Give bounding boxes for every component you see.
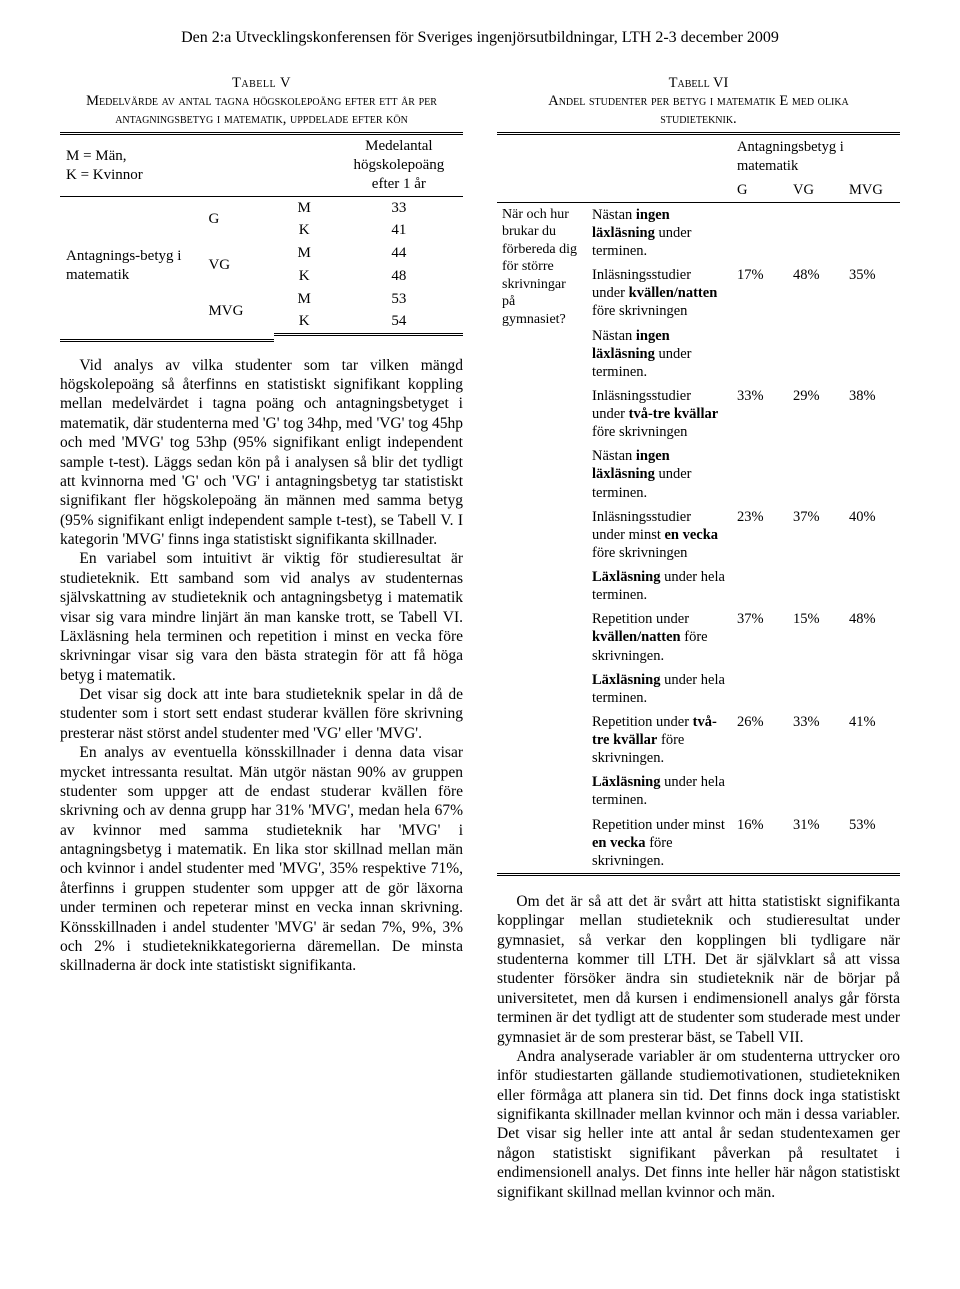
txt: Läxläsning	[592, 774, 661, 790]
left-p3: Det visar sig dock att inte bara studiet…	[60, 685, 463, 743]
txt: Läxläsning	[592, 672, 661, 688]
table6-span-header: Antagningsbetyg i matematik	[732, 134, 900, 178]
t6-pct: 35%	[844, 263, 900, 323]
t6-lead: Nästan ingen läxläsning under terminen.	[587, 324, 732, 384]
left-p1: Vid analys av vilka studenter som tar vi…	[60, 356, 463, 550]
table6-caption-line1: Andel studenter per betyg i matematik E …	[548, 93, 849, 109]
t6-pct: 38%	[844, 384, 900, 444]
table5-legend: M = Män, K = Kvinnor	[60, 134, 202, 196]
t6-main: Repetition under minst en vecka före skr…	[587, 813, 732, 875]
t6-pct: 33%	[788, 710, 844, 770]
t6-lead: Läxläsning under hela terminen.	[587, 770, 732, 812]
table6-col-mvg: MVG	[844, 178, 900, 203]
table5-mk: K	[274, 310, 335, 334]
t6-lead: Nästan ingen läxläsning under terminen.	[587, 202, 732, 263]
t6-pct: 26%	[732, 710, 788, 770]
table5-mk: K	[274, 265, 335, 288]
t6-pct: 37%	[788, 505, 844, 565]
table5-grade-vg: VG	[202, 242, 273, 288]
txt: Repetition under	[592, 611, 689, 627]
t6-main: Inläsningsstudier under kvällen/natten f…	[587, 263, 732, 323]
right-p2: Andra analyserade variabler är om studen…	[497, 1047, 900, 1202]
txt: före skrivningen	[592, 303, 687, 319]
txt: två-tre kvällar	[629, 406, 719, 422]
txt: Repetition under	[592, 714, 693, 730]
txt: Läxläsning	[592, 569, 661, 585]
txt: Nästan	[592, 448, 636, 464]
txt: före skrivningen	[592, 545, 687, 561]
t6-pct: 40%	[844, 505, 900, 565]
txt: en vecka	[665, 527, 719, 543]
table5-mk: M	[274, 288, 335, 311]
table6-col-g: G	[732, 178, 788, 203]
left-column: Tabell V Medelvärde av antal tagna högsk…	[60, 74, 463, 1202]
table5-caption: Tabell V Medelvärde av antal tagna högsk…	[60, 74, 463, 128]
t6-pct: 15%	[788, 607, 844, 667]
t6-pct: 29%	[788, 384, 844, 444]
right-p1: Om det är så att det är svårt att hitta …	[497, 892, 900, 1047]
table5-val: 54	[335, 310, 463, 334]
t6-main: Inläsningsstudier under minst en vecka f…	[587, 505, 732, 565]
t6-pct: 41%	[844, 710, 900, 770]
t6-main: Repetition under kvällen/natten före skr…	[587, 607, 732, 667]
table5-row-label: Antagnings-betyg i matematik	[60, 196, 202, 335]
table5-mk: K	[274, 219, 335, 242]
table5: M = Män, K = Kvinnor Medelantal högskole…	[60, 132, 463, 341]
table5-val: 44	[335, 242, 463, 265]
table5-mk: M	[274, 242, 335, 265]
right-column: Tabell VI Andel studenter per betyg i ma…	[497, 74, 900, 1202]
table5-col-header: Medelantal högskolepoäng efter 1 år	[335, 134, 463, 196]
table6-label: Tabell VI	[669, 75, 729, 91]
txt: före skrivningen	[592, 424, 687, 440]
t6-pct: 23%	[732, 505, 788, 565]
table5-caption-line2: antagningsbetyg i matematik, uppdelade e…	[115, 111, 408, 127]
left-p4: En analys av eventuella könsskillnader i…	[60, 743, 463, 976]
t6-pct: 48%	[844, 607, 900, 667]
table5-grade-mvg: MVG	[202, 288, 273, 335]
t6-lead: Nästan ingen läxläsning under terminen.	[587, 444, 732, 504]
t6-pct: 16%	[732, 813, 788, 875]
t6-pct: 33%	[732, 384, 788, 444]
table5-val: 53	[335, 288, 463, 311]
t6-main: Repetition under två-tre kvällar före sk…	[587, 710, 732, 770]
txt: Repetition under minst	[592, 817, 725, 833]
table5-grade-g: G	[202, 196, 273, 242]
table6-row-label: När och hur brukar du förbereda dig för …	[497, 202, 587, 874]
t6-pct: 31%	[788, 813, 844, 875]
txt: Nästan	[592, 207, 636, 223]
txt: Nästan	[592, 328, 636, 344]
table5-val: 41	[335, 219, 463, 242]
t6-pct: 17%	[732, 263, 788, 323]
table5-mk: M	[274, 196, 335, 219]
left-p2: En variabel som intuitivt är viktig för …	[60, 549, 463, 685]
table6-col-vg: VG	[788, 178, 844, 203]
table6: Antagningsbetyg i matematik G VG MVG När…	[497, 132, 900, 876]
t6-pct: 48%	[788, 263, 844, 323]
t6-pct: 37%	[732, 607, 788, 667]
t6-main: Inläsningsstudier under två-tre kvällar …	[587, 384, 732, 444]
txt: en vecka	[592, 835, 646, 851]
table6-caption-line2: studieteknik.	[660, 111, 736, 127]
table5-val: 33	[335, 196, 463, 219]
table6-caption: Tabell VI Andel studenter per betyg i ma…	[497, 74, 900, 128]
table5-val: 48	[335, 265, 463, 288]
t6-lead: Läxläsning under hela terminen.	[587, 565, 732, 607]
txt: kvällen/natten	[629, 285, 718, 301]
running-header: Den 2:a Utvecklingskonferensen för Sveri…	[60, 28, 900, 48]
t6-lead: Läxläsning under hela terminen.	[587, 668, 732, 710]
table5-label: Tabell V	[232, 75, 291, 91]
t6-pct: 53%	[844, 813, 900, 875]
txt: kvällen/natten	[592, 629, 681, 645]
table5-caption-line1: Medelvärde av antal tagna högskolepoäng …	[86, 93, 437, 109]
